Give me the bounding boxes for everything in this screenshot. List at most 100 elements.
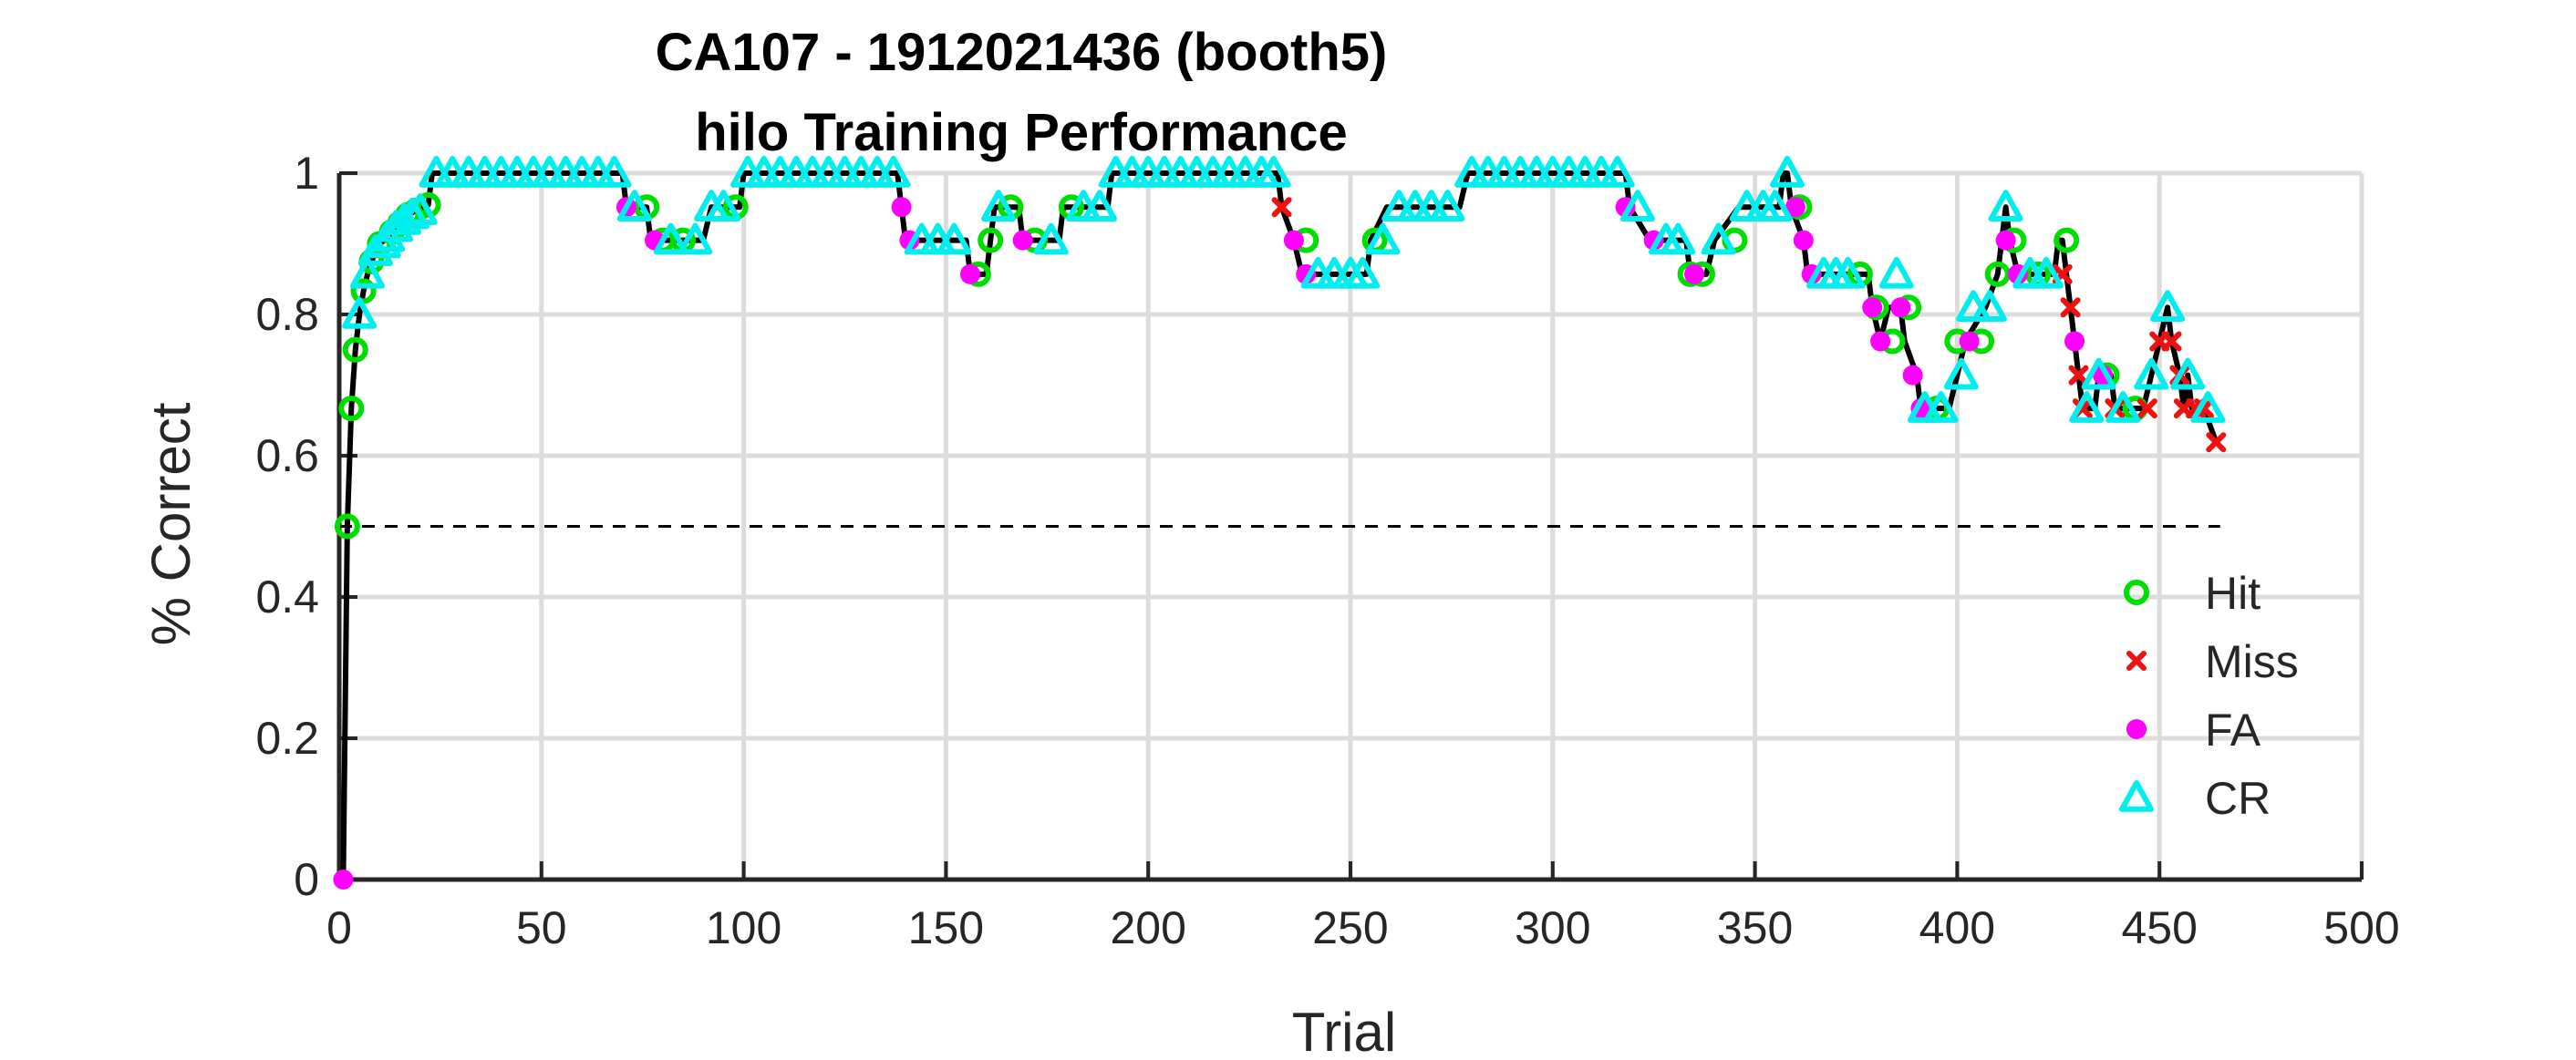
fa-marker — [1870, 331, 1891, 352]
cr-marker — [386, 202, 421, 235]
x-tick-label: 300 — [1515, 902, 1590, 953]
fa-marker — [1793, 230, 1814, 251]
cr-marker — [1923, 391, 1959, 423]
fa-marker — [960, 263, 981, 284]
cr-marker — [1701, 222, 1736, 255]
x-tick-label: 50 — [516, 902, 567, 953]
cr-marker — [1430, 190, 1465, 221]
x-tick-label: 500 — [2323, 902, 2399, 953]
cr-marker — [2028, 256, 2064, 289]
legend-marker-cr — [2119, 780, 2154, 812]
miss-marker — [2206, 432, 2227, 453]
y-tick-label: 1 — [294, 148, 319, 199]
cr-marker — [402, 193, 438, 225]
cr-marker — [936, 222, 972, 255]
cr-marker — [1081, 190, 1117, 221]
y-tick-label: 0 — [294, 854, 319, 905]
cr-marker — [1365, 222, 1401, 255]
hit-marker — [1984, 261, 2011, 287]
fa-marker — [1959, 331, 1980, 352]
y-tick-label: 0.4 — [255, 571, 319, 623]
fa-marker — [1862, 297, 1883, 318]
legend-label-fa: FA — [2205, 705, 2261, 756]
series-hit — [334, 191, 2148, 540]
cr-marker — [616, 190, 652, 221]
cr-marker — [394, 197, 429, 230]
miss-marker — [2060, 297, 2081, 318]
legend: Hit Miss FA CR — [2119, 568, 2299, 824]
fa-marker — [333, 870, 354, 890]
fa-marker — [1995, 230, 2016, 251]
series-fa — [333, 197, 2114, 890]
legend-marker-fa — [2126, 719, 2147, 739]
fa-marker — [1890, 297, 1911, 318]
hit-marker — [334, 513, 360, 540]
cr-marker — [981, 190, 1017, 221]
cr-marker — [1033, 222, 1069, 255]
fa-marker — [2064, 331, 2085, 352]
cr-marker — [1878, 256, 1914, 289]
hit-marker — [350, 278, 377, 304]
cr-marker — [2170, 357, 2206, 390]
cr-marker — [2105, 391, 2141, 423]
y-tick-label: 0.6 — [255, 430, 319, 481]
x-tick-label: 100 — [706, 902, 781, 953]
fa-marker — [1902, 365, 1923, 386]
miss-marker — [2068, 365, 2089, 386]
series-miss — [1271, 197, 2227, 453]
hit-marker — [978, 227, 1004, 253]
cr-marker — [2069, 391, 2105, 423]
fa-marker — [1283, 230, 1304, 251]
fa-marker — [891, 197, 912, 218]
cr-marker — [875, 156, 911, 188]
x-axis-label: Trial — [1292, 1002, 1396, 1060]
cr-marker — [1660, 222, 1696, 255]
x-tick-label: 150 — [908, 902, 984, 953]
cr-marker — [1256, 156, 1291, 188]
chart-subtitle: hilo Training Performance — [695, 103, 1347, 162]
cr-marker — [1345, 256, 1381, 289]
cr-marker — [1943, 357, 1979, 390]
cr-marker — [1971, 290, 2007, 323]
cr-marker — [1770, 156, 1805, 188]
y-tick-label: 0.2 — [255, 713, 319, 764]
x-tick-label: 0 — [326, 902, 352, 953]
cr-marker — [706, 190, 741, 221]
trial-markers — [333, 156, 2227, 890]
x-tick-label: 200 — [1110, 902, 1185, 953]
hit-marker — [2054, 227, 2080, 253]
cr-marker — [1830, 256, 1866, 289]
series-cr — [342, 156, 2226, 423]
tick-labels: 0 50 100 150 200 250 300 350 400 450 500 0 0.2 0.4 0.6… — [255, 148, 2399, 953]
fa-marker — [1684, 263, 1705, 284]
cr-marker — [678, 222, 713, 255]
legend-marker-miss — [2126, 651, 2147, 671]
y-axis-label: % Correct — [140, 402, 202, 645]
hit-marker — [342, 336, 368, 363]
x-tick-label: 250 — [1312, 902, 1388, 953]
cr-marker — [1988, 190, 2023, 221]
cr-marker — [653, 222, 688, 255]
chart-title: CA107 - 1912021436 (booth5) — [656, 23, 1388, 82]
miss-marker — [1271, 197, 1292, 218]
cr-marker — [596, 156, 632, 188]
cr-marker — [350, 256, 386, 289]
x-tick-label: 350 — [1717, 902, 1793, 953]
miss-marker — [2161, 331, 2182, 352]
cr-marker — [1757, 190, 1793, 221]
legend-label-hit: Hit — [2205, 568, 2260, 619]
fa-marker — [1012, 230, 1033, 251]
legend-label-miss: Miss — [2205, 636, 2299, 687]
hit-marker — [338, 396, 365, 422]
legend-label-cr: CR — [2205, 773, 2271, 824]
cr-marker — [2134, 357, 2169, 390]
cr-marker — [342, 297, 378, 329]
cr-marker — [2190, 391, 2226, 423]
x-tick-label: 450 — [2121, 902, 2197, 953]
miss-marker — [2136, 398, 2157, 419]
legend-marker-hit — [2124, 580, 2149, 605]
x-tick-label: 400 — [1919, 902, 1995, 953]
fa-marker — [1785, 197, 1805, 218]
cr-marker — [2081, 357, 2116, 390]
